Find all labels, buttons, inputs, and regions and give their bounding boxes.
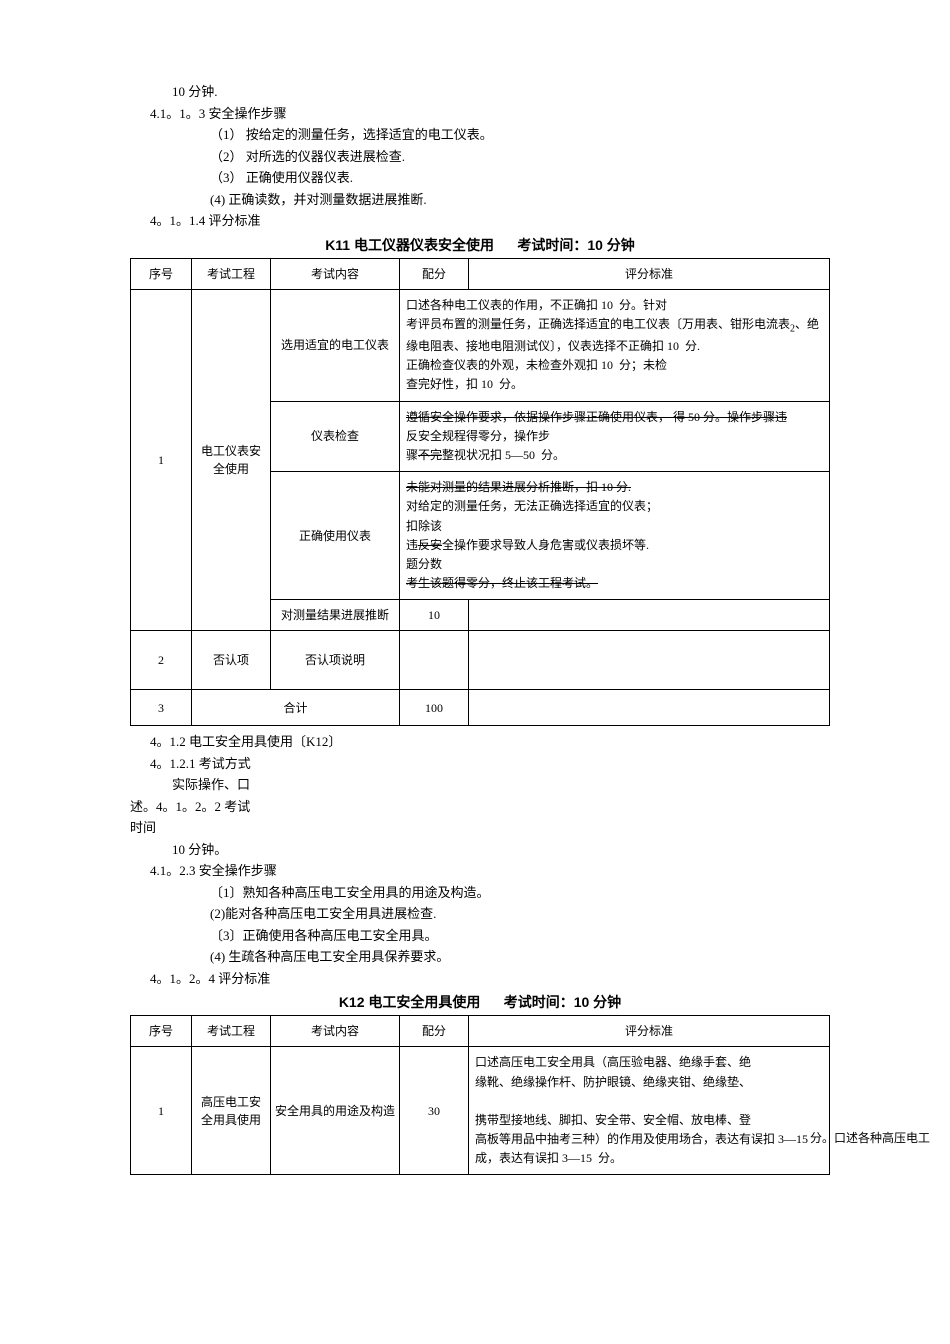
- cell-score: [400, 631, 469, 690]
- hdr-score: 配分: [400, 258, 469, 289]
- cell-seq: 3: [131, 690, 192, 726]
- table-header-row: 序号 考试工程 考试内容 配分 评分标准: [131, 258, 830, 289]
- sec-4121: 4。1.2.1 考试方式: [130, 754, 830, 774]
- table-k11: 序号 考试工程 考试内容 配分 评分标准 1 电工仪表安全使用 选用适宜的电工仪…: [130, 258, 830, 727]
- table-header-row: 序号 考试工程 考试内容 配分 评分标准: [131, 1016, 830, 1047]
- cell-content: 对测量结果进展推断: [271, 600, 400, 631]
- cell-std: [469, 631, 830, 690]
- cell-merged: 未能对测量的结果进展分析推断，扣 10 分. 对给定的测量任务，无法正确选择适宜…: [400, 472, 830, 600]
- score-text: 题分数: [406, 557, 442, 571]
- hdr-proj: 考试工程: [192, 1016, 271, 1047]
- step-2b: (2)能对各种高压电工安全用具进展检查.: [130, 904, 830, 924]
- step-3: （3） 正确使用仪器仪表.: [130, 168, 830, 188]
- mid-line: 实际操作、口: [130, 775, 830, 795]
- hdr-seq: 序号: [131, 1016, 192, 1047]
- table-row: 2 否认项 否认项说明: [131, 631, 830, 690]
- sec-4123: 4.1。2.3 安全操作步骤: [130, 861, 830, 881]
- strike-text: 遵循安全操作要求，依据操作步骤正确使用仪表， 得 50 分。操作步骤违: [406, 410, 787, 424]
- cell-content: 合计: [192, 690, 400, 726]
- cell-content: 否认项说明: [271, 631, 400, 690]
- cell-merged: 遵循安全操作要求，依据操作步骤正确使用仪表， 得 50 分。操作步骤违 反安全规…: [400, 401, 830, 472]
- overflow-text: 分。口述各种高压电工: [810, 1129, 950, 1147]
- cell-proj: 否认项: [192, 631, 271, 690]
- std-text: 对给定的测量任务，无法正确选择适宜的仪表；: [406, 499, 658, 513]
- hdr-score: 配分: [400, 1016, 469, 1047]
- cell-content: 仪表检查: [271, 401, 400, 472]
- table-row: 1 电工仪表安全使用 选用适宜的电工仪表 口述各种电工仪表的作用，不正确扣 10…: [131, 289, 830, 401]
- cell-std: [469, 600, 830, 631]
- cell-std: [469, 690, 830, 726]
- hdr-std: 评分标准: [469, 258, 830, 289]
- cell-std: 口述高压电工安全用具（高压验电器、绝缘手套、绝缘靴、绝缘操作杆、防护眼镜、绝缘夹…: [469, 1047, 830, 1175]
- table2-wrap: 序号 考试工程 考试内容 配分 评分标准 1 高压电工安全用具使用 安全用具的用…: [130, 1015, 830, 1175]
- sec-413: 4.1。1。3 安全操作步骤: [130, 104, 830, 124]
- cell-seq: 2: [131, 631, 192, 690]
- step-3b: 〔3〕正确使用各种高压电工安全用具。: [130, 926, 830, 946]
- strike-text: 考生该题得零分，终止该工程考试。: [406, 576, 598, 590]
- cell-score: 30: [400, 1047, 469, 1175]
- sec-412: 4。1.2 电工安全用具使用〔K12〕: [130, 732, 830, 752]
- hdr-seq: 序号: [131, 258, 192, 289]
- mid-line: 述。4。1。2。2 考试: [130, 797, 830, 817]
- cell-content: 安全用具的用途及构造: [271, 1047, 400, 1175]
- step-4b: (4) 生疏各种高压电工安全用具保养要求。: [130, 947, 830, 967]
- sec-4124: 4。1。2。4 评分标准: [130, 969, 830, 989]
- table2-title: K12 电工安全用具使用 考试时间：10 分钟: [130, 992, 830, 1013]
- step-1b: 〔1〕熟知各种高压电工安全用具的用途及构造。: [130, 883, 830, 903]
- step-4: (4) 正确读数，并对测量数据进展推断.: [130, 190, 830, 210]
- strike-text: 未能对测量的结果进展分析推断，扣 10 分.: [406, 480, 631, 494]
- step-1: （1） 按给定的测量任务，选择适宜的电工仪表。: [130, 125, 830, 145]
- hdr-content: 考试内容: [271, 258, 400, 289]
- cell-proj: 电工仪表安全使用: [192, 289, 271, 631]
- cell-merged: 口述各种电工仪表的作用，不正确扣 10 分。针对考评员布置的测量任务，正确选择适…: [400, 289, 830, 401]
- cell-content: 选用适宜的电工仪表: [271, 289, 400, 401]
- table-k12: 序号 考试工程 考试内容 配分 评分标准 1 高压电工安全用具使用 安全用具的用…: [130, 1015, 830, 1175]
- hdr-content: 考试内容: [271, 1016, 400, 1047]
- table-row: 3 合计 100: [131, 690, 830, 726]
- std-text: 违反安全操作要求导致人身危害或仪表损坏等.: [406, 538, 649, 552]
- mid-line: 10 分钟。: [130, 840, 830, 860]
- cell-proj: 高压电工安全用具使用: [192, 1047, 271, 1175]
- step-2: （2） 对所选的仪器仪表进展检查.: [130, 147, 830, 167]
- std-text: 反安全规程得零分，操作步骤不完整视状况扣 5—50 分。: [406, 429, 565, 462]
- cell-content: 正确使用仪表: [271, 472, 400, 600]
- time-line: 10 分钟.: [130, 82, 830, 102]
- cell-score: 100: [400, 690, 469, 726]
- sec-414: 4。1。1.4 评分标准: [130, 211, 830, 231]
- table1-title: K11 电工仪器仪表安全使用 考试时间：10 分钟: [130, 235, 830, 256]
- hdr-proj: 考试工程: [192, 258, 271, 289]
- cell-seq: 1: [131, 289, 192, 631]
- cell-score: 10: [400, 600, 469, 631]
- score-text: 扣除该: [406, 519, 442, 533]
- mid-line: 时间: [130, 818, 830, 838]
- hdr-std: 评分标准: [469, 1016, 830, 1047]
- cell-seq: 1: [131, 1047, 192, 1175]
- std-text: 口述各种电工仪表的作用，不正确扣 10 分。针对考评员布置的测量任务，正确选择适…: [406, 298, 819, 392]
- table-row: 1 高压电工安全用具使用 安全用具的用途及构造 30 口述高压电工安全用具（高压…: [131, 1047, 830, 1175]
